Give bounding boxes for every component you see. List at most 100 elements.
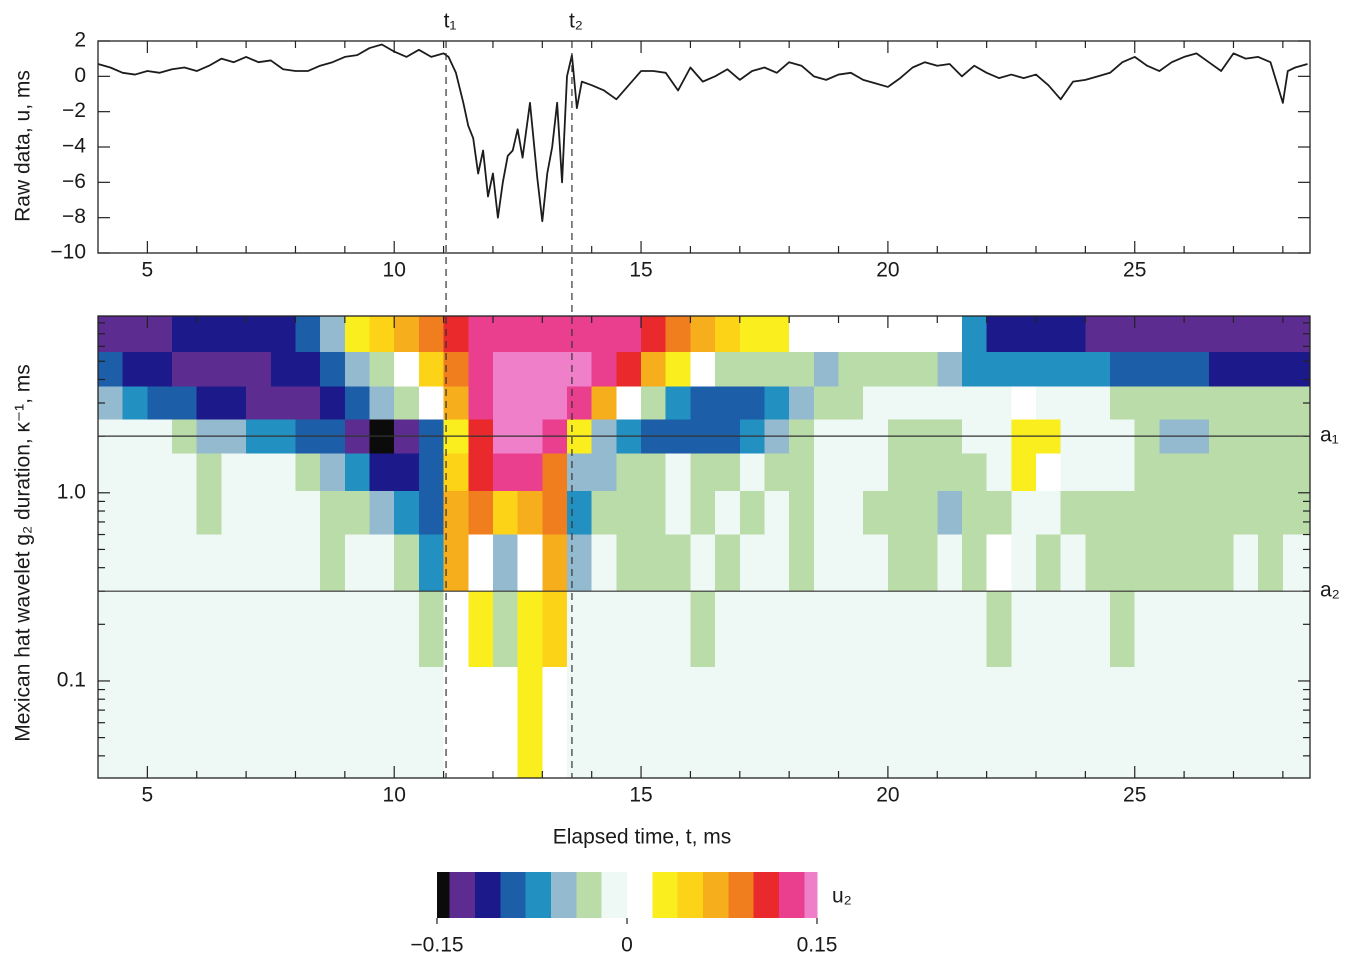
heatmap-cell: [369, 667, 395, 778]
heatmap-cell: [542, 534, 568, 592]
heatmap-cell: [863, 534, 889, 592]
heatmap-cell: [492, 316, 519, 353]
heatmap-cell: [789, 351, 815, 388]
heatmap-cell: [887, 386, 914, 421]
heatmap-cell: [270, 453, 297, 492]
heatmap-cell: [1159, 316, 1185, 353]
heatmap-cell: [961, 351, 988, 388]
colorbar-swatch: [779, 872, 805, 918]
heatmap-cell: [641, 591, 667, 668]
heatmap-cell: [542, 491, 568, 536]
heatmap-cell: [122, 316, 148, 353]
heatmap-cell: [986, 386, 1012, 421]
heatmap-cell: [739, 534, 766, 592]
heatmap-cell: [739, 453, 766, 492]
heatmap-cell: [320, 591, 346, 668]
reference-label: a₂: [1320, 579, 1340, 602]
heatmap-cell: [221, 419, 247, 455]
heatmap-cell: [1208, 591, 1235, 668]
heatmap-cell: [1060, 667, 1086, 778]
heatmap-cell: [1110, 491, 1136, 536]
heatmap-cell: [863, 453, 889, 492]
heatmap-cell: [270, 491, 297, 536]
heatmap-cell: [1208, 667, 1235, 778]
heatmap-cell: [369, 419, 395, 455]
heatmap-cell: [122, 491, 148, 536]
x-tick-label: 5: [142, 259, 154, 282]
heatmap-cell: [1060, 534, 1086, 592]
heatmap-cell: [1184, 419, 1210, 455]
heatmap-cell: [887, 351, 914, 388]
heatmap-cell: [690, 534, 716, 592]
heatmap-cell: [764, 453, 790, 492]
heatmap-cell: [567, 591, 593, 668]
heatmap-cell: [1159, 386, 1185, 421]
heatmap-cell: [1134, 419, 1161, 455]
heatmap-cell: [344, 386, 371, 421]
heatmap-cell: [1233, 453, 1259, 492]
heatmap-cell: [591, 453, 617, 492]
heatmap-cell: [641, 491, 667, 536]
heatmap-cell: [320, 453, 346, 492]
plot-frame: [97, 315, 1311, 779]
heatmap-cell: [1134, 453, 1161, 492]
heatmap-cell: [172, 453, 198, 492]
heatmap-cell: [1233, 491, 1259, 536]
heatmap-cell: [172, 491, 198, 536]
heatmap-cell: [641, 534, 667, 592]
heatmap-cell: [813, 386, 840, 421]
heatmap-cell: [887, 534, 914, 592]
heatmap-cell: [122, 667, 148, 778]
heatmap-cell: [665, 419, 692, 455]
heatmap-cell: [739, 351, 766, 388]
heatmap-cell: [912, 419, 938, 455]
heatmap-cell: [295, 491, 321, 536]
heatmap-cell: [1184, 316, 1210, 353]
heatmap-cell: [912, 386, 938, 421]
heatmap-cell: [715, 316, 741, 353]
heatmap-cell: [986, 419, 1012, 455]
heatmap-cell: [715, 591, 741, 668]
colorbar-swatch: [576, 872, 603, 918]
heatmap-cell: [567, 316, 593, 353]
x-axis-title: Elapsed time, t, ms: [553, 826, 732, 849]
heatmap-cell: [344, 351, 371, 388]
heatmap-cell: [196, 453, 223, 492]
heatmap-cell: [443, 386, 469, 421]
heatmap-cell: [98, 491, 124, 536]
heatmap-cell: [863, 386, 889, 421]
colorbar-swatch: [627, 872, 653, 918]
heatmap-cell: [344, 591, 371, 668]
heatmap-cell: [616, 453, 642, 492]
y-tick-label: −8: [62, 205, 86, 228]
heatmap-cell: [1110, 386, 1136, 421]
heatmap-cell: [246, 453, 272, 492]
heatmap-cell: [813, 351, 840, 388]
heatmap-cell: [1208, 419, 1235, 455]
heatmap-cell: [295, 419, 321, 455]
heatmap-cell: [1085, 316, 1111, 353]
y-tick-label: −4: [62, 135, 86, 158]
heatmap-cell: [665, 491, 692, 536]
heatmap-cell: [715, 667, 741, 778]
heatmap-cell: [789, 453, 815, 492]
heatmap-cell: [295, 667, 321, 778]
heatmap-cell: [1011, 386, 1037, 421]
heatmap-cell: [665, 316, 692, 353]
colorbar-swatch: [652, 872, 679, 918]
heatmap-cell: [863, 419, 889, 455]
heatmap-cell: [1110, 591, 1136, 668]
heatmap-cell: [838, 534, 864, 592]
heatmap-cell: [1208, 453, 1235, 492]
heatmap-cell: [246, 386, 272, 421]
heatmap-cell: [1060, 491, 1086, 536]
heatmap-cell: [246, 534, 272, 592]
heatmap-cell: [764, 351, 790, 388]
heatmap: [98, 316, 1310, 778]
heatmap-cell: [986, 667, 1012, 778]
heatmap-cell: [739, 419, 766, 455]
heatmap-cell: [1011, 591, 1037, 668]
x-tick-label: 25: [1123, 259, 1146, 282]
colorbar-swatch: [804, 872, 818, 918]
heatmap-cell: [147, 386, 173, 421]
